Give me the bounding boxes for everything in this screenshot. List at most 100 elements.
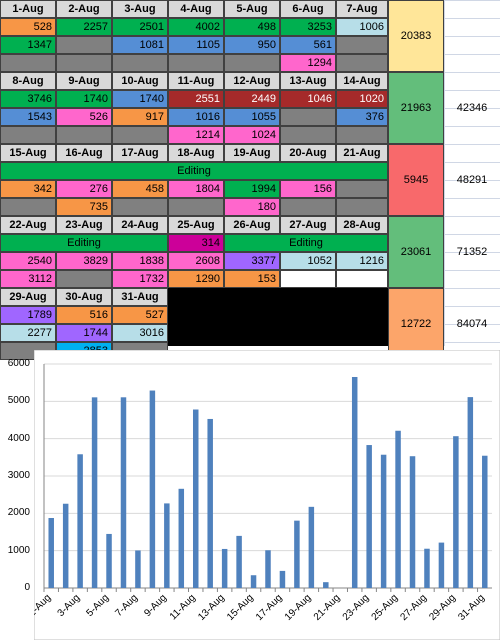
cell-value[interactable]: 2608 — [168, 252, 224, 270]
cell-value[interactable]: 1214 — [168, 126, 224, 144]
cumulative-total[interactable]: 48291 — [456, 173, 488, 186]
cell-value[interactable]: 1052 — [280, 252, 336, 270]
cell-value[interactable]: 516 — [56, 306, 112, 324]
cell-value[interactable] — [112, 54, 168, 72]
cell-value[interactable]: 1105 — [168, 36, 224, 54]
date-header[interactable]: 11-Aug — [168, 72, 224, 90]
cell-value[interactable]: 1006 — [336, 18, 388, 36]
cell-value[interactable] — [56, 270, 112, 288]
cell-value[interactable]: 1732 — [112, 270, 168, 288]
date-header[interactable]: 4-Aug — [168, 0, 224, 18]
cumulative-total[interactable]: 84074 — [456, 317, 488, 330]
cell-value[interactable]: 1543 — [0, 108, 56, 126]
cell-value[interactable] — [280, 198, 336, 216]
week-total[interactable]: 5945 — [388, 144, 444, 216]
cell-value[interactable]: 527 — [112, 306, 168, 324]
cell-value[interactable]: 1347 — [0, 36, 56, 54]
cell-value[interactable]: 153 — [224, 270, 280, 288]
cell-value[interactable]: 2551 — [168, 90, 224, 108]
cell-value[interactable]: 458 — [112, 180, 168, 198]
cell-value[interactable]: 2277 — [0, 324, 56, 342]
date-header[interactable]: 27-Aug — [280, 216, 336, 234]
date-header[interactable]: 29-Aug — [0, 288, 56, 306]
date-header[interactable]: 28-Aug — [336, 216, 388, 234]
cell-value[interactable]: 1838 — [112, 252, 168, 270]
cell-value[interactable]: 950 — [224, 36, 280, 54]
cell-value[interactable]: 3253 — [280, 18, 336, 36]
date-header[interactable]: 2-Aug — [56, 0, 112, 18]
cell-value[interactable]: 4002 — [168, 18, 224, 36]
week-total[interactable]: 12722 — [388, 288, 444, 360]
date-header[interactable]: 3-Aug — [112, 0, 168, 18]
date-header[interactable]: 12-Aug — [224, 72, 280, 90]
cell-value[interactable]: 1016 — [168, 108, 224, 126]
cell-value[interactable]: 528 — [0, 18, 56, 36]
cell-value[interactable] — [336, 54, 388, 72]
cell-value[interactable]: 1804 — [168, 180, 224, 198]
cell-value[interactable]: 376 — [336, 108, 388, 126]
cell-value[interactable] — [280, 108, 336, 126]
cell-value[interactable]: 3829 — [56, 252, 112, 270]
cell-value[interactable] — [56, 36, 112, 54]
cell-value[interactable]: 1994 — [224, 180, 280, 198]
date-header[interactable]: 22-Aug — [0, 216, 56, 234]
date-header[interactable]: 1-Aug — [0, 0, 56, 18]
cell-value[interactable] — [336, 180, 388, 198]
cell-value[interactable]: 314 — [168, 234, 224, 252]
editing-banner[interactable]: Editing — [0, 234, 168, 252]
editing-banner[interactable]: Editing — [0, 162, 388, 180]
cell-value[interactable]: 276 — [56, 180, 112, 198]
cell-value[interactable]: 917 — [112, 108, 168, 126]
cell-value[interactable]: 561 — [280, 36, 336, 54]
date-header[interactable]: 18-Aug — [168, 144, 224, 162]
cell-value[interactable] — [56, 54, 112, 72]
cumulative-total[interactable]: 42346 — [456, 101, 488, 114]
date-header[interactable]: 7-Aug — [336, 0, 388, 18]
cell-value[interactable]: 1789 — [0, 306, 56, 324]
editing-banner[interactable]: Editing — [224, 234, 388, 252]
cell-value[interactable] — [336, 270, 388, 288]
cell-value[interactable]: 1216 — [336, 252, 388, 270]
cell-value[interactable]: 3112 — [0, 270, 56, 288]
cell-value[interactable]: 735 — [56, 198, 112, 216]
week-total[interactable]: 20383 — [388, 0, 444, 72]
date-header[interactable]: 23-Aug — [56, 216, 112, 234]
cell-value[interactable]: 1290 — [168, 270, 224, 288]
cell-value[interactable] — [168, 198, 224, 216]
cell-value[interactable]: 2540 — [0, 252, 56, 270]
cell-value[interactable] — [0, 54, 56, 72]
date-header[interactable]: 26-Aug — [224, 216, 280, 234]
date-header[interactable]: 17-Aug — [112, 144, 168, 162]
cell-value[interactable]: 2449 — [224, 90, 280, 108]
cell-value[interactable]: 1055 — [224, 108, 280, 126]
date-header[interactable]: 30-Aug — [56, 288, 112, 306]
cell-value[interactable]: 2257 — [56, 18, 112, 36]
date-header[interactable]: 5-Aug — [224, 0, 280, 18]
cell-value[interactable] — [0, 198, 56, 216]
cell-value[interactable]: 342 — [0, 180, 56, 198]
cumulative-total[interactable]: 71352 — [456, 245, 488, 258]
cell-value[interactable]: 1024 — [224, 126, 280, 144]
cell-value[interactable] — [0, 126, 56, 144]
date-header[interactable]: 21-Aug — [336, 144, 388, 162]
cell-value[interactable]: 1081 — [112, 36, 168, 54]
date-header[interactable]: 24-Aug — [112, 216, 168, 234]
date-header[interactable]: 10-Aug — [112, 72, 168, 90]
date-header[interactable]: 31-Aug — [112, 288, 168, 306]
cell-value[interactable] — [224, 54, 280, 72]
cell-value[interactable] — [56, 126, 112, 144]
cell-value[interactable]: 1740 — [56, 90, 112, 108]
date-header[interactable]: 8-Aug — [0, 72, 56, 90]
date-header[interactable]: 16-Aug — [56, 144, 112, 162]
date-header[interactable]: 9-Aug — [56, 72, 112, 90]
date-header[interactable]: 20-Aug — [280, 144, 336, 162]
cell-value[interactable]: 1294 — [280, 54, 336, 72]
cell-value[interactable]: 498 — [224, 18, 280, 36]
cell-value[interactable] — [336, 198, 388, 216]
date-header[interactable]: 6-Aug — [280, 0, 336, 18]
cell-value[interactable] — [336, 36, 388, 54]
cell-value[interactable] — [280, 126, 336, 144]
date-header[interactable]: 13-Aug — [280, 72, 336, 90]
date-header[interactable]: 15-Aug — [0, 144, 56, 162]
cell-value[interactable] — [112, 198, 168, 216]
